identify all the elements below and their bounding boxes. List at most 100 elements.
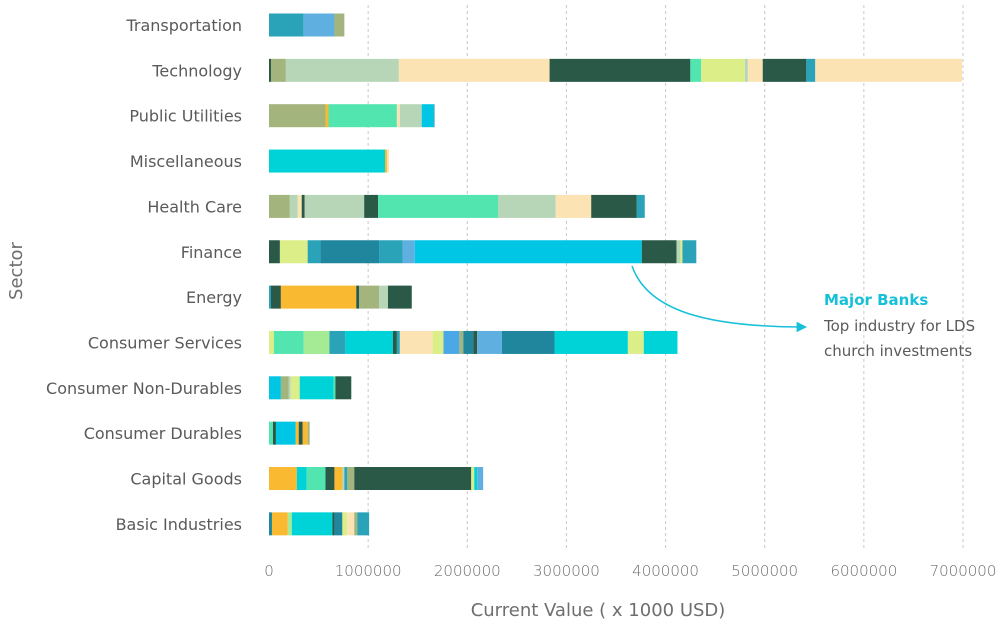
bar-segment[interactable] <box>387 285 412 309</box>
bar-segment[interactable] <box>474 467 478 490</box>
bar-segment[interactable] <box>396 104 400 128</box>
bar-segment[interactable] <box>463 330 474 354</box>
bar-segment[interactable] <box>334 467 343 490</box>
bar-segment[interactable] <box>334 13 345 37</box>
bar-segment[interactable] <box>459 330 464 354</box>
bar-segment[interactable] <box>303 330 330 354</box>
bar-segment[interactable] <box>477 467 484 490</box>
bar-segment[interactable] <box>354 467 472 490</box>
bar-segment[interactable] <box>269 330 274 354</box>
bar-segment[interactable] <box>443 330 460 354</box>
bar-segment[interactable] <box>354 512 358 536</box>
bar-segment[interactable] <box>285 58 399 82</box>
bar-segment[interactable] <box>269 376 281 400</box>
bar-segment[interactable] <box>690 58 702 82</box>
bar-segment[interactable] <box>280 376 289 400</box>
bar-segment[interactable] <box>291 512 333 536</box>
bar-segment[interactable] <box>279 240 308 264</box>
bar-segment[interactable] <box>269 467 297 490</box>
bar-segment[interactable] <box>359 285 380 309</box>
bar-segment[interactable] <box>379 240 403 264</box>
bar-segment[interactable] <box>473 330 478 354</box>
bar-segment[interactable] <box>335 376 352 400</box>
bar-segment[interactable] <box>477 330 502 354</box>
bar-segment[interactable] <box>554 330 628 354</box>
bar-segment[interactable] <box>676 240 681 264</box>
bar-segment[interactable] <box>273 330 304 354</box>
bar-segment[interactable] <box>471 467 475 490</box>
bar-segment[interactable] <box>392 330 397 354</box>
bar-segment[interactable] <box>356 285 360 309</box>
bar-segment[interactable] <box>364 194 379 218</box>
bar-segment[interactable] <box>299 376 334 400</box>
bar-segment[interactable] <box>269 149 385 173</box>
bar-segment[interactable] <box>701 58 745 82</box>
bar-segment[interactable] <box>815 58 963 82</box>
bar-segment[interactable] <box>269 421 273 445</box>
bar-segment[interactable] <box>302 421 308 445</box>
bar-segment[interactable] <box>501 330 555 354</box>
bar-segment[interactable] <box>342 467 345 490</box>
bar-segment[interactable] <box>307 421 310 445</box>
bar-segment[interactable] <box>396 330 400 354</box>
bar-segment[interactable] <box>402 240 415 264</box>
bar-segment[interactable] <box>549 58 691 82</box>
bar-segment[interactable] <box>298 421 303 445</box>
bar-segment[interactable] <box>271 512 288 536</box>
bar-segment[interactable] <box>386 149 389 173</box>
bar-segment[interactable] <box>643 330 678 354</box>
bar-segment[interactable] <box>333 376 336 400</box>
bar-segment[interactable] <box>329 330 346 354</box>
bar-segment[interactable] <box>270 58 286 82</box>
bar-segment[interactable] <box>269 13 304 37</box>
bar-segment[interactable] <box>297 194 302 218</box>
bar-segment[interactable] <box>307 240 321 264</box>
bar-segment[interactable] <box>295 421 299 445</box>
bar-segment[interactable] <box>433 104 435 128</box>
bar-segment[interactable] <box>269 285 271 309</box>
bar-segment[interactable] <box>384 149 387 173</box>
bar-segment[interactable] <box>421 104 434 128</box>
bar-segment[interactable] <box>432 330 444 354</box>
bar-segment[interactable] <box>296 467 307 490</box>
bar-segment[interactable] <box>357 512 370 536</box>
bar-segment[interactable] <box>682 240 697 264</box>
bar-segment[interactable] <box>347 467 355 490</box>
bar-segment[interactable] <box>345 330 393 354</box>
bar-segment[interactable] <box>334 512 343 536</box>
bar-segment[interactable] <box>555 194 592 218</box>
bar-segment[interactable] <box>301 194 305 218</box>
bar-segment[interactable] <box>744 58 748 82</box>
bar-segment[interactable] <box>272 421 276 445</box>
bar-segment[interactable] <box>303 13 335 37</box>
bar-segment[interactable] <box>269 104 326 128</box>
bar-segment[interactable] <box>747 58 763 82</box>
bar-segment[interactable] <box>269 240 280 264</box>
bar-segment[interactable] <box>378 194 499 218</box>
bar-segment[interactable] <box>806 58 816 82</box>
bar-segment[interactable] <box>328 104 397 128</box>
bar-segment[interactable] <box>269 194 290 218</box>
bar-segment[interactable] <box>344 467 348 490</box>
bar-segment[interactable] <box>280 285 357 309</box>
bar-segment[interactable] <box>636 194 645 218</box>
bar-segment[interactable] <box>306 467 326 490</box>
bar-segment[interactable] <box>398 58 550 82</box>
bar-segment[interactable] <box>320 240 380 264</box>
bar-segment[interactable] <box>498 194 556 218</box>
bar-segment[interactable] <box>414 240 642 264</box>
bar-segment[interactable] <box>591 194 637 218</box>
bar-segment[interactable] <box>641 240 677 264</box>
bar-segment[interactable] <box>289 194 298 218</box>
bar-segment[interactable] <box>762 58 807 82</box>
bar-segment[interactable] <box>270 285 281 309</box>
bar-segment[interactable] <box>269 512 272 536</box>
bar-segment[interactable] <box>332 512 335 536</box>
bar-segment[interactable] <box>287 512 292 536</box>
bar-segment[interactable] <box>399 104 422 128</box>
bar-segment[interactable] <box>342 512 348 536</box>
bar-segment[interactable] <box>304 194 365 218</box>
bar-segment[interactable] <box>399 330 433 354</box>
bar-segment[interactable] <box>325 467 335 490</box>
bar-segment[interactable] <box>290 376 300 400</box>
